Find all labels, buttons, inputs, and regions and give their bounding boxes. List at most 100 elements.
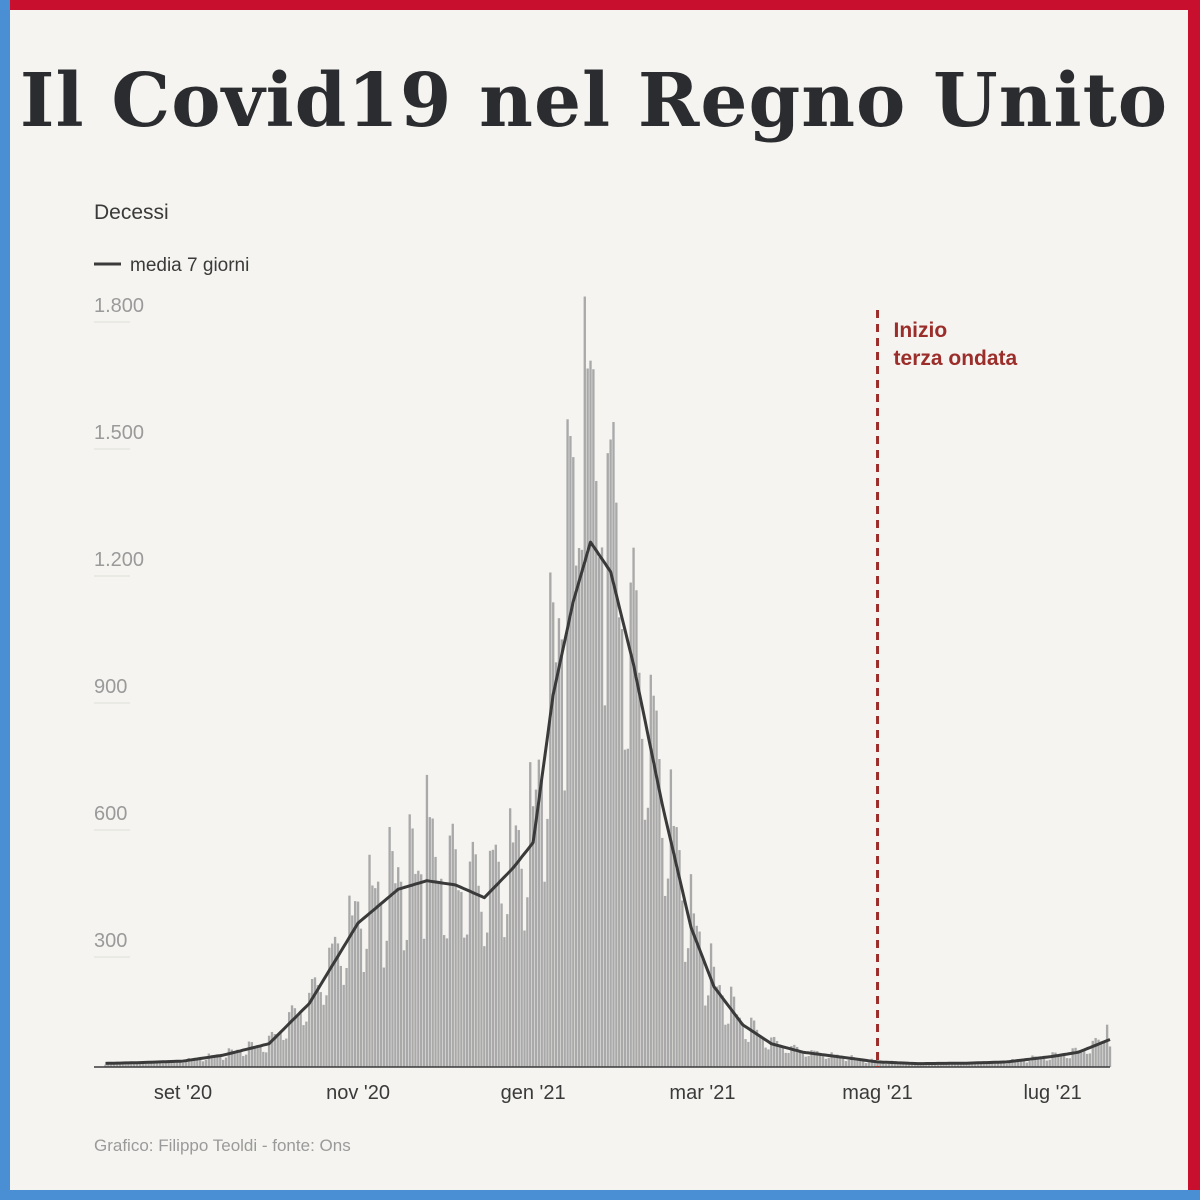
daily-bar xyxy=(641,738,644,1067)
daily-bar xyxy=(348,895,351,1067)
daily-bar xyxy=(795,1046,799,1067)
daily-bar xyxy=(394,883,397,1067)
daily-bar xyxy=(517,830,520,1067)
daily-bar xyxy=(1034,1056,1037,1067)
y-tick-label: 600 xyxy=(94,803,127,825)
daily-bar xyxy=(681,900,684,1067)
daily-bar xyxy=(686,948,690,1067)
daily-bar xyxy=(454,849,457,1067)
daily-bar xyxy=(144,1063,147,1067)
daily-bar xyxy=(692,913,696,1067)
daily-bar xyxy=(1045,1060,1049,1067)
daily-bar xyxy=(201,1061,205,1067)
daily-bar xyxy=(328,947,331,1067)
daily-bar xyxy=(798,1050,802,1067)
daily-bar xyxy=(836,1054,839,1067)
daily-bar xyxy=(227,1048,231,1067)
daily-bar xyxy=(391,851,394,1067)
daily-bar xyxy=(830,1052,833,1067)
daily-bar xyxy=(1060,1054,1063,1067)
daily-bar xyxy=(658,759,661,1067)
daily-bar xyxy=(440,878,443,1067)
y-tick-label: 1.500 xyxy=(94,422,144,444)
daily-bar xyxy=(583,296,586,1067)
daily-bar xyxy=(569,435,572,1067)
daily-bar xyxy=(1031,1055,1034,1067)
daily-bar xyxy=(928,1064,931,1067)
daily-bar xyxy=(698,931,701,1067)
daily-bar xyxy=(480,911,483,1067)
x-tick-label: mar '21 xyxy=(669,1082,735,1104)
daily-bar xyxy=(948,1064,951,1067)
daily-bar xyxy=(1019,1059,1023,1067)
daily-bar xyxy=(250,1042,254,1067)
seven-day-average-line xyxy=(105,540,1111,1066)
daily-bar xyxy=(319,992,322,1067)
daily-bar xyxy=(135,1062,139,1067)
daily-bar xyxy=(1085,1053,1089,1067)
daily-bar xyxy=(388,826,391,1067)
daily-bar xyxy=(374,888,377,1067)
daily-bar xyxy=(824,1058,828,1067)
daily-bar xyxy=(1071,1048,1074,1067)
daily-bar xyxy=(965,1064,968,1067)
daily-bar xyxy=(270,1031,274,1067)
frame-top-border xyxy=(0,0,1200,10)
daily-bar xyxy=(735,1014,739,1067)
daily-bar xyxy=(976,1061,980,1067)
daily-bar xyxy=(1097,1039,1100,1067)
daily-bar xyxy=(167,1060,170,1067)
daily-bar xyxy=(626,748,630,1067)
daily-bar xyxy=(787,1053,790,1067)
daily-bar xyxy=(471,841,475,1067)
daily-bar xyxy=(253,1046,256,1067)
daily-bar xyxy=(124,1064,127,1067)
daily-bar xyxy=(775,1041,779,1067)
daily-bar xyxy=(262,1051,265,1067)
daily-bar xyxy=(643,819,647,1067)
daily-bar xyxy=(764,1047,767,1067)
daily-bar xyxy=(950,1062,954,1067)
daily-bar xyxy=(488,850,492,1067)
daily-bar xyxy=(968,1063,971,1067)
daily-bar xyxy=(752,1020,756,1067)
daily-bar xyxy=(368,854,371,1067)
daily-bar xyxy=(985,1063,988,1067)
daily-bar xyxy=(574,565,578,1067)
daily-bar xyxy=(414,873,417,1067)
daily-bar xyxy=(661,837,664,1067)
daily-bar xyxy=(750,1017,753,1067)
daily-bar xyxy=(623,749,627,1067)
x-tick-label: mag '21 xyxy=(842,1082,913,1104)
daily-bar xyxy=(244,1054,248,1067)
daily-bar xyxy=(603,705,607,1067)
daily-bar xyxy=(704,1005,707,1067)
daily-bar xyxy=(181,1062,185,1067)
daily-bar xyxy=(520,868,523,1067)
daily-bar xyxy=(609,439,612,1067)
daily-bar xyxy=(402,950,406,1067)
daily-bar xyxy=(606,453,609,1068)
daily-bar xyxy=(451,823,454,1067)
daily-bar xyxy=(850,1055,853,1067)
daily-bar xyxy=(431,818,434,1067)
daily-bar xyxy=(761,1037,764,1067)
daily-bar xyxy=(511,842,515,1067)
daily-bar xyxy=(758,1036,762,1067)
daily-bar xyxy=(1014,1059,1017,1067)
daily-bar xyxy=(345,967,348,1067)
daily-bar xyxy=(784,1052,787,1067)
daily-bar xyxy=(477,885,480,1067)
daily-bar xyxy=(546,818,549,1067)
daily-bar xyxy=(994,1061,997,1067)
daily-bar xyxy=(1108,1046,1112,1067)
daily-bar xyxy=(566,419,569,1067)
daily-bar xyxy=(285,1038,288,1067)
daily-bar xyxy=(434,856,437,1067)
daily-bar xyxy=(540,778,543,1067)
daily-bar xyxy=(1100,1043,1103,1067)
daily-bar xyxy=(907,1064,911,1067)
daily-bar xyxy=(468,861,472,1067)
daily-bar xyxy=(864,1063,868,1067)
daily-bar xyxy=(807,1056,810,1067)
